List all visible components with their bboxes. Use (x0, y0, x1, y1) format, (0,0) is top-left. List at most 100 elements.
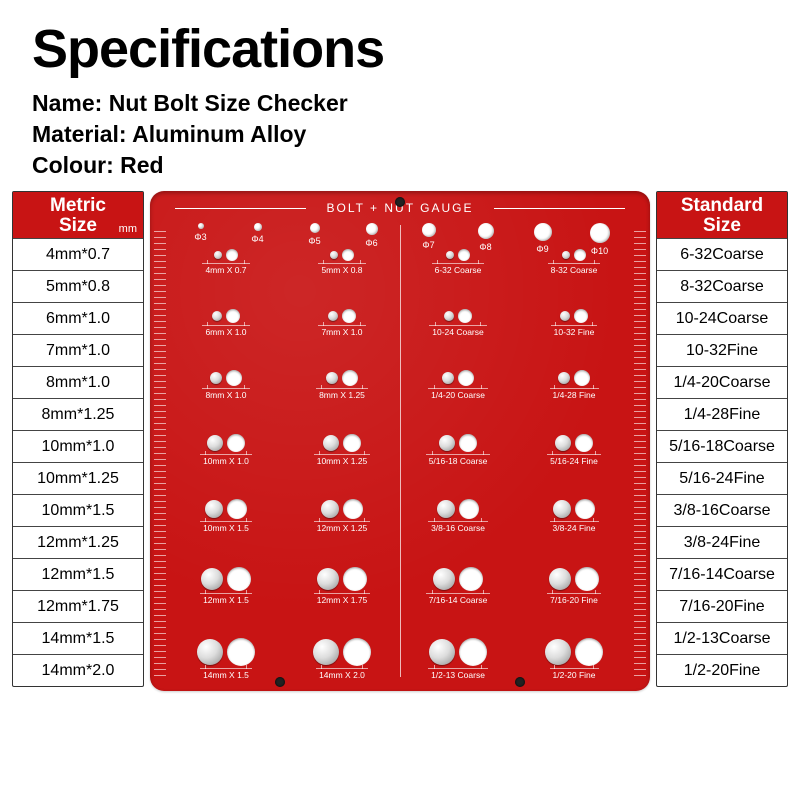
gauge-pair: 12mm X 1.25 (284, 499, 400, 534)
gauge-label: 1/4-28 Fine (550, 388, 599, 400)
spec-colour-label: Colour: (32, 152, 114, 178)
page-title: Specifications (0, 0, 800, 88)
table-row: 14mm*2.0 (13, 654, 143, 686)
content-row: Metric Size mm 4mm*0.75mm*0.86mm*1.07mm*… (0, 187, 800, 691)
gauge-label: 10mm X 1.5 (200, 521, 252, 533)
spec-material-label: Material: (32, 121, 127, 147)
gauge-pair: 3/8-24 Fine (516, 499, 632, 534)
stud-icon (560, 311, 570, 321)
hole-icon (227, 499, 247, 519)
spec-material-value: Aluminum Alloy (132, 121, 306, 147)
gauge-pair: 1/4-28 Fine (516, 370, 632, 401)
table-row: 5/16-18Coarse (657, 430, 787, 462)
ruler-left (154, 231, 166, 679)
hole-icon (575, 499, 595, 519)
hole-icon (458, 309, 472, 323)
stud-icon (205, 500, 223, 518)
hole-icon (227, 567, 251, 591)
gauge-pair: 3/8-16 Coarse (400, 499, 516, 534)
stud-icon (562, 251, 570, 259)
stud-icon (442, 372, 454, 384)
stud-icon (444, 311, 454, 321)
gauge-label: 5/16-24 Fine (547, 454, 601, 466)
table-row: 12mm*1.75 (13, 590, 143, 622)
gauge-pair: 10mm X 1.25 (284, 434, 400, 467)
gauge-pair: 14mm X 1.5 (168, 638, 284, 681)
hole-icon (458, 249, 470, 261)
hole-icon (478, 223, 494, 239)
table-row: 8mm*1.25 (13, 398, 143, 430)
gauge-pair: 8mm X 1.25 (284, 370, 400, 401)
gauge-pair: 1/4-20 Coarse (400, 370, 516, 401)
stud-icon (197, 639, 223, 665)
hole-icon (342, 249, 354, 261)
hole-icon (343, 567, 367, 591)
diameter-label: Φ4 (229, 234, 286, 244)
gauge-row: 10mm X 1.5 12mm X 1.25 3/8-16 Coarse 3/8-24… (168, 499, 632, 534)
hole-icon (226, 370, 242, 386)
standard-header: Standard Size (657, 192, 787, 238)
table-row: 7mm*1.0 (13, 334, 143, 366)
table-row: 1/4-20Coarse (657, 366, 787, 398)
table-row: 10mm*1.0 (13, 430, 143, 462)
gauge-label: 8mm X 1.25 (316, 388, 368, 400)
hole-icon (575, 434, 593, 452)
gauge-label: 1/2-20 Fine (550, 668, 599, 680)
stud-icon (330, 251, 338, 259)
hole-icon (198, 223, 204, 229)
gauge-label: 10-24 Coarse (429, 325, 487, 337)
stud-icon (328, 311, 338, 321)
table-row: 6mm*1.0 (13, 302, 143, 334)
gauge-pair: 10mm X 1.0 (168, 434, 284, 467)
stud-icon (214, 251, 222, 259)
stud-icon (201, 568, 223, 590)
table-row: 6-32Coarse (657, 238, 787, 270)
stud-icon (549, 568, 571, 590)
stud-icon (439, 435, 455, 451)
hole-icon (575, 638, 603, 666)
hole-icon (343, 499, 363, 519)
gauge-label: 12mm X 1.25 (314, 521, 371, 533)
gauge-label: 3/8-16 Coarse (428, 521, 488, 533)
hole-icon (459, 638, 487, 666)
gauge-label: 14mm X 2.0 (316, 668, 368, 680)
table-row: 10mm*1.5 (13, 494, 143, 526)
gauge-pair: 12mm X 1.5 (168, 567, 284, 606)
stud-icon (207, 435, 223, 451)
standard-header-l1: Standard (659, 196, 785, 216)
hole-icon (422, 223, 436, 237)
gauge-label: 12mm X 1.75 (314, 593, 371, 605)
stud-icon (326, 372, 338, 384)
hole-icon (310, 223, 320, 233)
gauge-label: 8-32 Coarse (548, 263, 601, 275)
hole-icon (343, 638, 371, 666)
gauge-pair: 1/2-20 Fine (516, 638, 632, 681)
gauge-label: 14mm X 1.5 (200, 668, 252, 680)
gauge-label: 12mm X 1.5 (200, 593, 252, 605)
spec-name-label: Name: (32, 90, 102, 116)
hole-icon (366, 223, 378, 235)
gauge-label: 5mm X 0.8 (318, 263, 365, 275)
table-row: 7/16-14Coarse (657, 558, 787, 590)
gauge-row: 14mm X 1.514mm X 2.01/2-13 Coarse1/2-20 … (168, 638, 632, 681)
hole-icon (574, 370, 590, 386)
standard-size-table: Standard Size 6-32Coarse8-32Coarse10-24C… (656, 191, 788, 687)
gauge-label: 10mm X 1.25 (314, 454, 371, 466)
table-row: 5mm*0.8 (13, 270, 143, 302)
gauge-label: 10mm X 1.0 (200, 454, 252, 466)
gauge-label: 7mm X 1.0 (318, 325, 365, 337)
gauge-pair: 5/16-18 Coarse (400, 434, 516, 467)
hole-icon (343, 434, 361, 452)
spec-block: Name: Nut Bolt Size Checker Material: Al… (0, 88, 800, 187)
table-row: 1/4-28Fine (657, 398, 787, 430)
metric-size-table: Metric Size mm 4mm*0.75mm*0.86mm*1.07mm*… (12, 191, 144, 687)
gauge-pair: 7/16-14 Coarse (400, 567, 516, 606)
table-row: 1/2-20Fine (657, 654, 787, 686)
table-row: 10mm*1.25 (13, 462, 143, 494)
gauge-pair: 7/16-20 Fine (516, 567, 632, 606)
gauge-pair: 12mm X 1.75 (284, 567, 400, 606)
hole-icon (574, 249, 586, 261)
table-row: 3/8-16Coarse (657, 494, 787, 526)
gauge-label: 7/16-20 Fine (547, 593, 601, 605)
gauge-pair: 5/16-24 Fine (516, 434, 632, 467)
